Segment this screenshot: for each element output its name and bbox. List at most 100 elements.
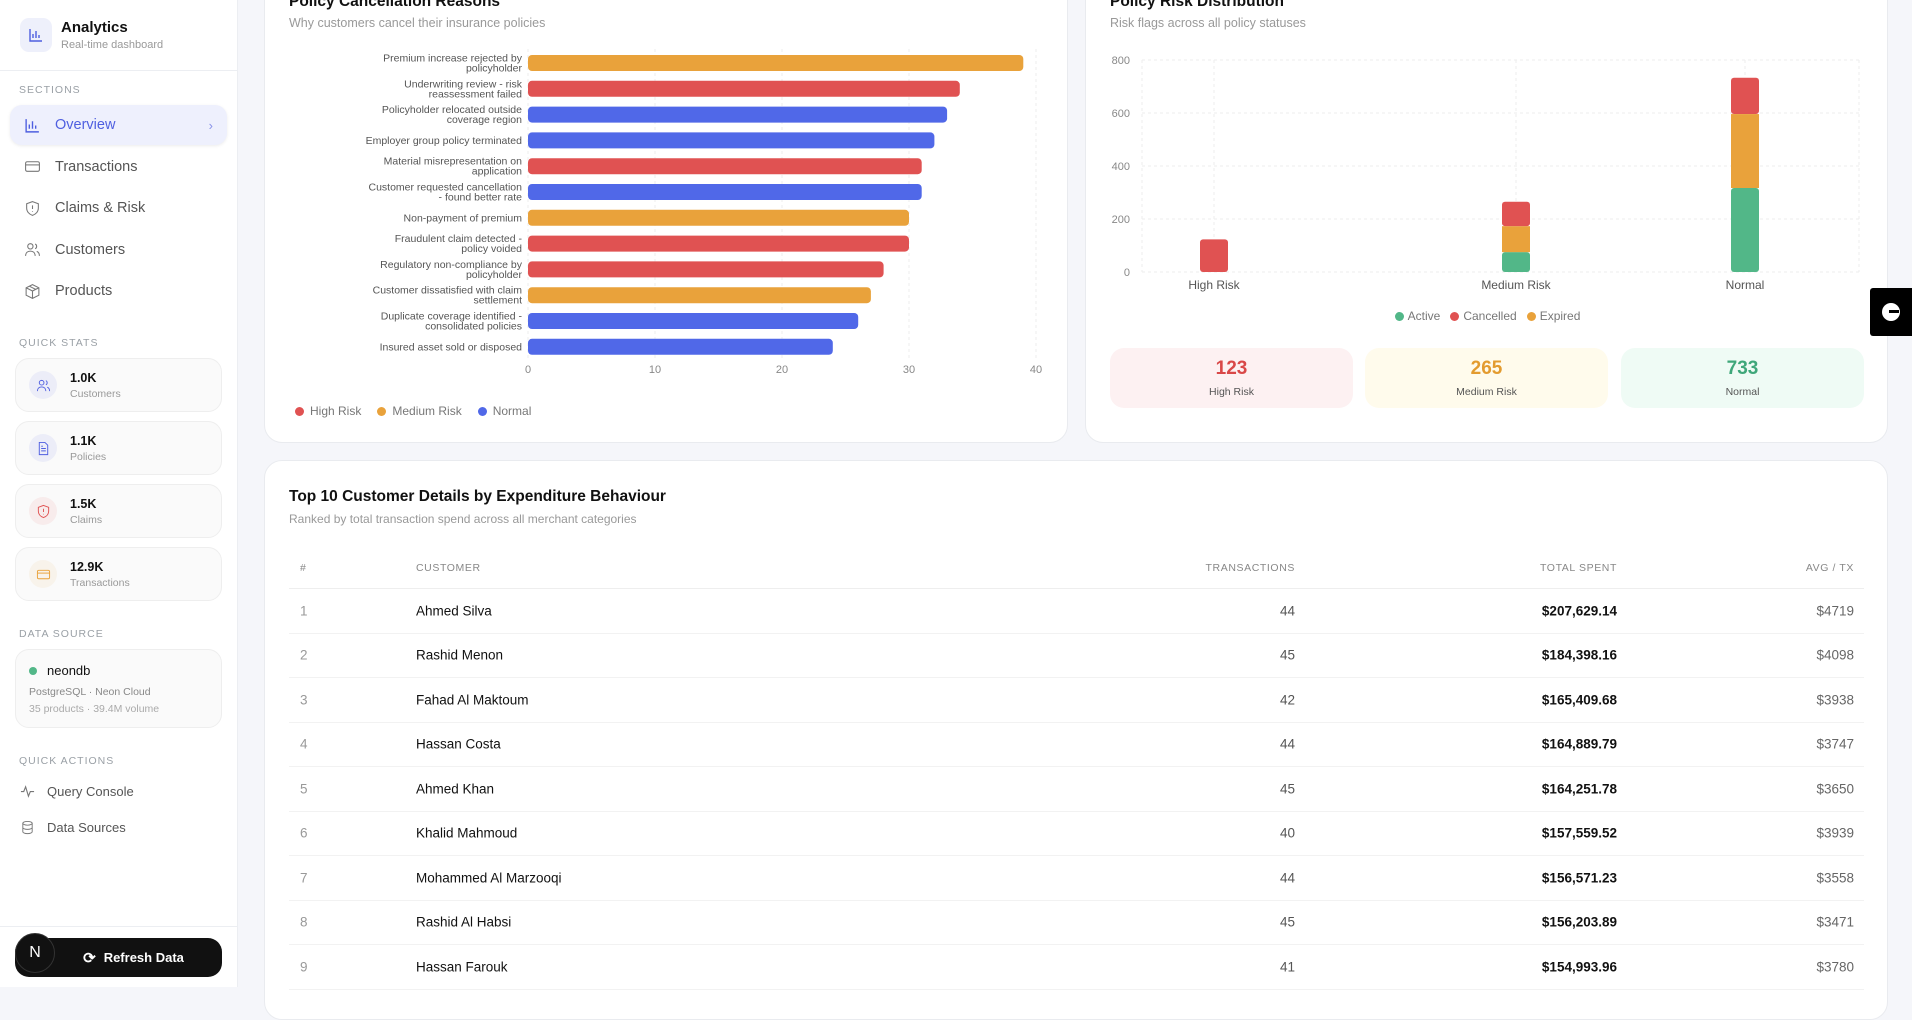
bar[interactable] [528,158,922,175]
table-row[interactable]: 1 Ahmed Silva 44 $207,629.14 $4719 [289,589,1864,634]
bar-segment-cancelled[interactable] [1200,239,1228,272]
table-cell: 45 [1279,647,1295,663]
refresh-icon: ⟳ [83,949,96,967]
x-tick-label: 10 [649,364,661,376]
table-cell: Fahad Al Maktoum [416,692,529,708]
column-header[interactable]: AVG / TX [1805,561,1854,574]
legend-item[interactable]: Normal [477,404,531,418]
cancellation-reasons-card: Policy Cancellation Reasons Why customer… [264,0,1068,443]
table-cell: 5 [300,781,308,797]
table-cell: 41 [1279,959,1295,975]
table-cell: 8 [300,914,308,930]
data-sources-link[interactable]: Data Sources [20,820,126,835]
y-tick-label: 0 [1124,267,1130,279]
bar[interactable] [528,80,960,97]
category-label: Medium Risk [1481,278,1551,292]
legend-label: High Risk [310,404,362,418]
bar-segment-active[interactable] [1731,187,1759,272]
bar[interactable] [528,261,884,278]
bar[interactable] [528,184,922,200]
sidebar-item-customers[interactable]: Customers [10,230,227,270]
avatar[interactable]: N [15,933,55,973]
table-cell: $4719 [1816,603,1854,619]
table-row[interactable]: 3 Fahad Al Maktoum 42 $165,409.68 $3938 [289,678,1864,723]
table-cell: $165,409.68 [1541,692,1617,708]
table-cell: $3747 [1816,736,1854,752]
nav-label: Transactions [55,158,138,175]
nav-label: Claims & Risk [55,200,146,216]
sidebar-item-products[interactable]: Products [10,271,227,311]
table-cell: $164,889.79 [1541,736,1617,752]
column-header[interactable]: CUSTOMER [416,561,481,574]
app-title: Analytics [61,19,128,36]
shield-alert-icon [37,504,49,518]
table-cell: $157,559.52 [1541,825,1617,841]
sidebar-item-claims-risk[interactable]: Claims & Risk [10,188,227,228]
bar[interactable] [528,287,871,304]
bar[interactable] [528,209,909,226]
category-label: Customer requested cancellation - found b… [368,182,522,204]
y-tick-label: 800 [1112,55,1130,67]
quick-stat-policies: 1.1K Policies [15,421,222,475]
table-title: Top 10 Customer Details by Expenditure B… [289,488,666,505]
column-header[interactable]: # [300,561,307,574]
legend-item[interactable]: Expired [1526,309,1581,323]
bar[interactable] [528,338,833,355]
bar-segment-active[interactable] [1502,252,1530,272]
table-row[interactable]: 9 Hassan Farouk 41 $154,993.96 $3780 [289,945,1864,990]
risk-chart-subtitle: Risk flags across all policy statuses [1110,16,1306,30]
stat-value: 1.5K [70,496,97,511]
nav-label: Overview [55,117,116,133]
bar[interactable] [528,106,948,123]
stat-value: 12.9K [70,559,104,574]
column-header[interactable]: TRANSACTIONS [1205,561,1295,574]
risk-distribution-card: Policy Risk Distribution Risk flags acro… [1085,0,1888,443]
table-cell: 40 [1279,825,1295,841]
category-label: Regulatory non-compliance by policyholder [380,259,523,281]
bar-segment-expired[interactable] [1502,226,1530,253]
category-label: Premium increase rejected by policyholder [383,53,523,75]
divider [0,926,238,927]
bar[interactable] [528,235,909,252]
table-row[interactable]: 8 Rashid Al Habsi 45 $156,203.89 $3471 [289,901,1864,945]
x-tick-label: 0 [525,364,531,376]
table-cell: Hassan Farouk [416,959,508,975]
feedback-widget-button[interactable] [1870,288,1912,336]
sidebar-item-transactions[interactable]: Transactions [10,147,227,187]
table-row[interactable]: 5 Ahmed Khan 45 $164,251.78 $3650 [289,767,1864,812]
table-row[interactable]: 6 Khalid Mahmoud 40 $157,559.52 $3939 [289,812,1864,856]
chevron-right-icon: › [208,117,213,133]
legend-item[interactable]: Cancelled [1450,309,1517,323]
risk-summary-high-risk: 123 High Risk [1110,348,1353,408]
table-cell: 1 [300,603,308,619]
bar[interactable] [528,132,935,149]
quick-stat-transactions: 12.9K Transactions [15,547,222,601]
sidebar-item-overview[interactable]: Overview › [10,105,227,145]
bar-segment-expired[interactable] [1731,114,1759,188]
legend-item[interactable]: High Risk [295,404,361,418]
legend-label: Expired [1539,309,1581,323]
legend-item[interactable]: Active [1394,309,1440,323]
bar-segment-cancelled[interactable] [1502,201,1530,227]
bar-segment-cancelled[interactable] [1731,77,1759,115]
risk-legend: Active Cancelled Expired [1086,309,1889,323]
table-cell: 9 [300,959,308,975]
table-row[interactable]: 2 Rashid Menon 45 $184,398.16 $4098 [289,634,1864,678]
query-console-link[interactable]: Query Console [20,784,134,799]
table-cell: $156,571.23 [1541,870,1617,886]
users-icon [36,379,50,391]
column-header[interactable]: TOTAL SPENT [1539,561,1617,574]
bar[interactable] [528,55,1024,71]
risk-summary-medium-risk: 265 Medium Risk [1365,348,1608,408]
table-row[interactable]: 4 Hassan Costa 44 $164,889.79 $3747 [289,723,1864,767]
table-cell: Ahmed Silva [416,603,492,619]
stat-value: 1.1K [70,433,97,448]
bar-chart-icon [25,118,39,133]
shield-alert-icon [26,200,39,216]
table-cell: Rashid Al Habsi [416,914,512,930]
credit-card-icon [36,569,50,579]
table-subtitle: Ranked by total transaction spend across… [289,512,637,526]
legend-item[interactable]: Medium Risk [377,404,462,418]
table-row[interactable]: 7 Mohammed Al Marzooqi 44 $156,571.23 $3558 [289,856,1864,901]
bar[interactable] [528,313,859,329]
